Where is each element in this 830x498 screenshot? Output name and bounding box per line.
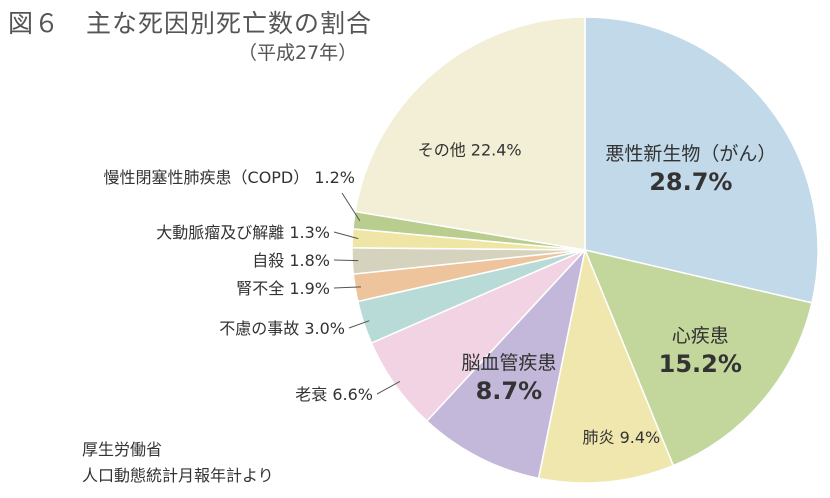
pie-slice-3: [425, 247, 587, 480]
pie-slice-10: [354, 16, 586, 251]
source-note: 厚生労働省 人口動態統計月報年計より: [82, 437, 274, 489]
source-line-2: 人口動態統計月報年計より: [82, 466, 274, 485]
slice-label-3: 脳血管疾患: [461, 352, 556, 374]
slice-label-5: 不慮の事故 3.0%: [219, 319, 345, 338]
slice-value-3: 8.7%: [476, 377, 543, 405]
leader-line-7: [333, 259, 359, 262]
chart-title: 図６ 主な死因別死亡数の割合: [8, 9, 373, 38]
slice-value-1: 15.2%: [659, 350, 742, 378]
pie-slice-2: [537, 247, 675, 484]
slice-label-1: 心疾患: [672, 325, 729, 347]
leader-line-4: [376, 381, 401, 395]
slice-label-8: 大動脈瘤及び解離 1.3%: [156, 223, 330, 242]
slice-label-2: 肺炎 9.4%: [583, 428, 661, 447]
slice-label-7: 自殺 1.8%: [252, 251, 330, 270]
slice-value-0: 28.7%: [649, 168, 732, 196]
chart-subtitle: （平成27年）: [238, 42, 358, 64]
slice-label-6: 腎不全 1.9%: [236, 279, 330, 298]
pie-slice-1: [583, 248, 813, 467]
slice-label-4: 老衰 6.6%: [295, 385, 373, 404]
slice-label-10: その他 22.4%: [418, 140, 522, 159]
source-line-1: 厚生労働省: [82, 440, 163, 459]
slice-label-0: 悪性新生物（がん）: [605, 143, 776, 165]
leader-line-5: [348, 320, 370, 329]
slice-label-9: 慢性閉塞性肺疾患（COPD） 1.2%: [104, 168, 355, 187]
leader-line-9: [341, 192, 361, 222]
leader-line-8: [333, 231, 359, 240]
pie-slice-0: [584, 16, 819, 304]
leader-line-6: [333, 286, 362, 289]
